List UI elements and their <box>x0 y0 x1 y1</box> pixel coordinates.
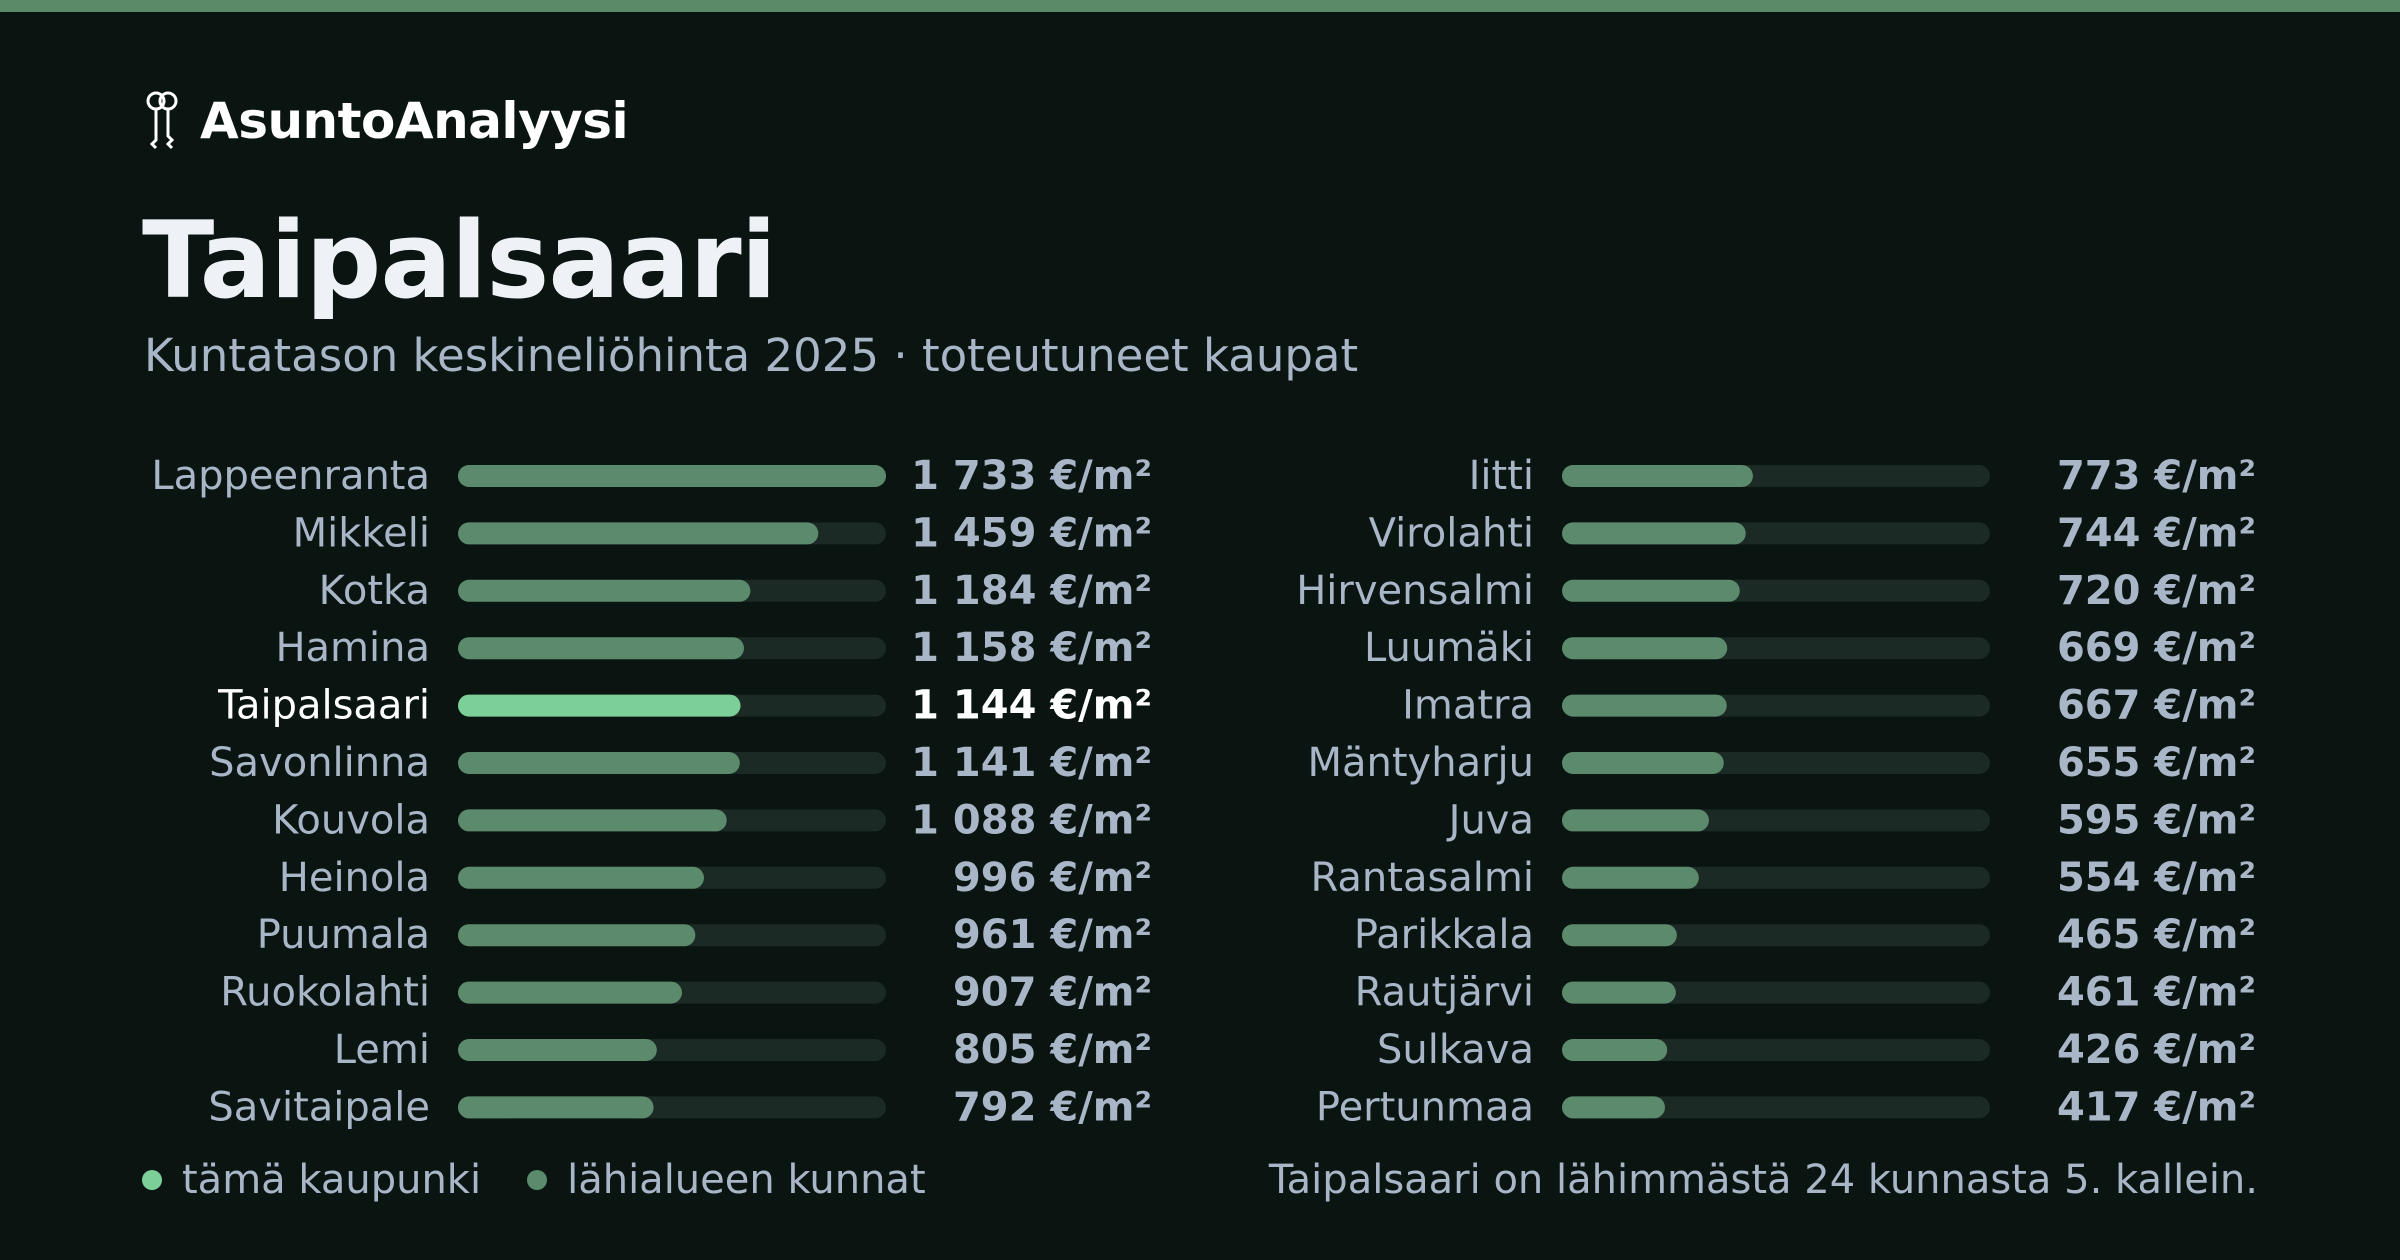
bar-mantyharju <box>1562 752 1724 774</box>
bar-sulkava <box>1562 1039 1668 1061</box>
bar-rautjarvi <box>1562 981 1676 1004</box>
bar-label-virolahti: Virolahti <box>1369 510 1534 556</box>
bar-value-imatra: 667 €/m² <box>2057 683 2256 729</box>
bar-value-hirvensalmi: 720 €/m² <box>2057 568 2256 614</box>
bar-value-rantasalmi: 554 €/m² <box>2057 855 2256 901</box>
bar-label-savonlinna: Savonlinna <box>209 740 430 786</box>
bar-label-mantyharju: Mäntyharju <box>1307 740 1534 786</box>
bar-value-savitaipale: 792 €/m² <box>953 1084 1152 1130</box>
bar-label-kotka: Kotka <box>319 568 430 614</box>
bar-label-luumaki: Luumäki <box>1364 625 1534 671</box>
legend: tämä kaupunki lähialueen kunnat <box>142 1150 972 1210</box>
bar-pertunmaa <box>1562 1096 1665 1119</box>
bar-label-rantasalmi: Rantasalmi <box>1310 855 1534 901</box>
bar-label-ruokolahti: Ruokolahti <box>220 970 430 1016</box>
bar-label-hirvensalmi: Hirvensalmi <box>1296 568 1534 614</box>
bar-value-savonlinna: 1 141 €/m² <box>911 740 1152 786</box>
bar-value-mantyharju: 655 €/m² <box>2057 740 2256 786</box>
legend-label-this-city: tämä kaupunki <box>182 1157 482 1203</box>
bar-parikkala <box>1562 924 1677 947</box>
bar-heinola <box>458 866 704 889</box>
bar-value-puumala: 961 €/m² <box>953 912 1152 958</box>
page-subtitle: Kuntatason keskineliöhinta 2025 · toteut… <box>144 329 1359 382</box>
bar-value-parikkala: 465 €/m² <box>2057 912 2256 958</box>
bar-value-hamina: 1 158 €/m² <box>911 625 1152 671</box>
bar-value-taipalsaari: 1 144 €/m² <box>911 683 1152 729</box>
bar-label-imatra: Imatra <box>1402 683 1534 729</box>
legend-label-nearby: lähialueen kunnat <box>567 1157 926 1203</box>
brand: AsuntoAnalyysi <box>142 88 629 154</box>
bar-value-pertunmaa: 417 €/m² <box>2057 1084 2256 1130</box>
footnote: Taipalsaari on lähimmästä 24 kunnasta 5.… <box>1268 1157 2258 1203</box>
bar-kotka <box>458 579 751 602</box>
bar-value-juva: 595 €/m² <box>2057 797 2256 843</box>
legend-item-nearby: lähialueen kunnat <box>527 1157 926 1203</box>
legend-dot-highlight <box>142 1170 162 1190</box>
bar-label-lemi: Lemi <box>334 1027 430 1073</box>
page-title: Taipalsaari <box>142 199 777 322</box>
top-accent-bar <box>0 0 2400 12</box>
bar-label-iitti: Iitti <box>1469 453 1534 499</box>
bar-lemi <box>458 1039 657 1061</box>
bar-hamina <box>458 637 744 660</box>
bar-track-pertunmaa <box>1562 1096 1990 1119</box>
bar-virolahti <box>1562 522 1746 545</box>
bar-value-virolahti: 744 €/m² <box>2057 510 2256 556</box>
bar-value-mikkeli: 1 459 €/m² <box>911 510 1152 556</box>
bar-kouvola <box>458 809 727 832</box>
brand-name: AsuntoAnalyysi <box>200 92 629 150</box>
bar-label-juva: Juva <box>1446 797 1534 843</box>
keys-icon <box>146 91 178 150</box>
bar-mikkeli <box>458 522 819 545</box>
legend-dot-nearby <box>527 1170 548 1190</box>
legend-item-this-city: tämä kaupunki <box>142 1157 481 1203</box>
bar-lappeenranta <box>458 465 886 487</box>
bar-value-lappeenranta: 1 733 €/m² <box>911 453 1152 499</box>
bar-puumala <box>458 924 696 947</box>
bar-label-kouvola: Kouvola <box>272 797 430 843</box>
bar-value-heinola: 996 €/m² <box>953 855 1152 901</box>
bar-label-mikkeli: Mikkeli <box>293 510 430 556</box>
bar-value-kotka: 1 184 €/m² <box>911 568 1152 614</box>
bar-label-hamina: Hamina <box>275 625 430 671</box>
bar-value-iitti: 773 €/m² <box>2057 453 2256 499</box>
bar-rantasalmi <box>1562 866 1699 889</box>
bar-track-sulkava <box>1562 1039 1990 1061</box>
bar-savitaipale <box>458 1096 654 1119</box>
bar-value-rautjarvi: 461 €/m² <box>2057 970 2256 1016</box>
bar-label-rautjarvi: Rautjärvi <box>1355 970 1534 1016</box>
bar-savonlinna <box>458 752 740 774</box>
bar-label-taipalsaari: Taipalsaari <box>217 683 430 729</box>
bar-value-ruokolahti: 907 €/m² <box>953 970 1152 1016</box>
bar-label-parikkala: Parikkala <box>1354 912 1534 958</box>
bar-juva <box>1562 809 1709 832</box>
bar-imatra <box>1562 694 1727 717</box>
bar-value-sulkava: 426 €/m² <box>2057 1027 2256 1073</box>
bar-label-sulkava: Sulkava <box>1377 1027 1534 1073</box>
bar-iitti <box>1562 465 1753 487</box>
bar-label-heinola: Heinola <box>279 855 430 901</box>
bar-label-lappeenranta: Lappeenranta <box>151 453 430 499</box>
bar-value-lemi: 805 €/m² <box>953 1027 1152 1073</box>
bar-taipalsaari <box>458 694 741 717</box>
bar-value-kouvola: 1 088 €/m² <box>911 797 1152 843</box>
bar-label-puumala: Puumala <box>257 912 430 958</box>
bar-luumaki <box>1562 637 1728 660</box>
bar-label-savitaipale: Savitaipale <box>208 1084 430 1130</box>
bar-value-luumaki: 669 €/m² <box>2057 625 2256 671</box>
bar-label-pertunmaa: Pertunmaa <box>1316 1084 1534 1130</box>
bar-hirvensalmi <box>1562 579 1740 602</box>
bar-ruokolahti <box>458 981 683 1004</box>
